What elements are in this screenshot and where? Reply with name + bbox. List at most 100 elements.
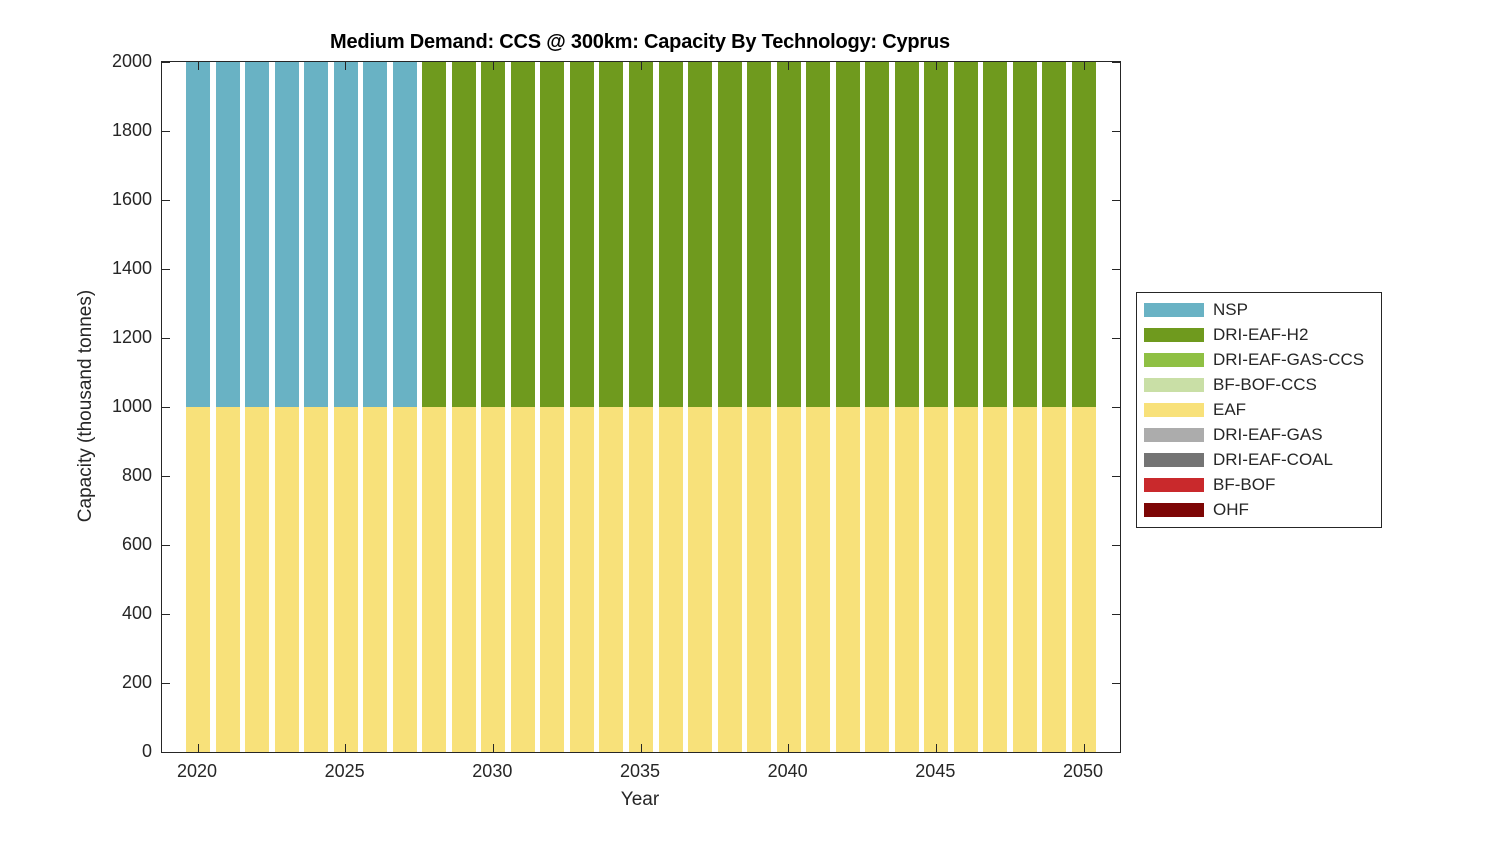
legend-item-DRI-EAF-GAS-CCS: DRI-EAF-GAS-CCS bbox=[1137, 348, 1381, 373]
bar-segment-DRI-EAF-H2-2034 bbox=[599, 62, 624, 407]
legend-swatch bbox=[1144, 378, 1204, 392]
bar-segment-DRI-EAF-H2-2047 bbox=[983, 62, 1008, 407]
x-tick-label: 2020 bbox=[176, 761, 218, 781]
x-tick-mirror bbox=[345, 62, 347, 70]
x-tick-mirror bbox=[788, 62, 790, 70]
x-tick-label: 2050 bbox=[1062, 761, 1104, 781]
bar-segment-DRI-EAF-H2-2049 bbox=[1042, 62, 1067, 407]
bar-segment-DRI-EAF-H2-2043 bbox=[865, 62, 890, 407]
bar-segment-NSP-2023 bbox=[274, 62, 299, 407]
y-tick-label: 800 bbox=[121, 465, 152, 485]
y-tick-mirror bbox=[1112, 751, 1120, 753]
bar-segment-EAF-2046 bbox=[953, 407, 978, 752]
bar-segment-EAF-2024 bbox=[304, 407, 329, 752]
plot-area bbox=[161, 61, 1121, 753]
y-tick-mirror bbox=[1112, 337, 1120, 339]
bar-segment-NSP-2022 bbox=[245, 62, 270, 407]
y-tick bbox=[162, 199, 170, 201]
y-tick-mirror bbox=[1112, 130, 1120, 132]
bar-segment-EAF-2045 bbox=[924, 407, 949, 752]
bar-segment-EAF-2023 bbox=[274, 407, 299, 752]
bar-segment-EAF-2040 bbox=[776, 407, 801, 752]
y-tick-mirror bbox=[1112, 268, 1120, 270]
bar-segment-NSP-2020 bbox=[186, 62, 210, 407]
bar-segment-EAF-2031 bbox=[510, 407, 535, 752]
bar-segment-EAF-2028 bbox=[422, 407, 447, 752]
y-tick-label: 1600 bbox=[111, 189, 152, 209]
bar-segment-DRI-EAF-H2-2032 bbox=[540, 62, 565, 407]
y-tick bbox=[162, 613, 170, 615]
y-tick-label: 200 bbox=[121, 672, 152, 692]
bar-segment-EAF-2041 bbox=[806, 407, 831, 752]
legend-label: DRI-EAF-GAS bbox=[1213, 425, 1323, 444]
y-tick-mirror bbox=[1112, 406, 1120, 408]
x-tick bbox=[197, 744, 199, 752]
x-tick-mirror bbox=[640, 62, 642, 70]
bar-segment-EAF-2049 bbox=[1042, 407, 1067, 752]
x-tick-mirror bbox=[935, 62, 937, 70]
legend-item-OHF: OHF bbox=[1137, 498, 1381, 523]
x-tick bbox=[640, 744, 642, 752]
y-tick-label: 1200 bbox=[111, 327, 152, 347]
y-tick bbox=[162, 61, 170, 63]
legend-label: OHF bbox=[1213, 500, 1249, 519]
y-tick-mirror bbox=[1112, 475, 1120, 477]
y-tick-label: 1800 bbox=[111, 120, 152, 140]
bar-segment-DRI-EAF-H2-2038 bbox=[717, 62, 742, 407]
bar-segment-NSP-2021 bbox=[215, 62, 240, 407]
bar-segment-EAF-2035 bbox=[629, 407, 653, 752]
x-tick bbox=[492, 744, 494, 752]
chart-title: Medium Demand: CCS @ 300km: Capacity By … bbox=[330, 31, 950, 53]
bar-segment-EAF-2034 bbox=[599, 407, 624, 752]
legend-label: NSP bbox=[1213, 300, 1248, 319]
x-tick-mirror bbox=[197, 62, 199, 70]
bar-segment-EAF-2020 bbox=[186, 407, 210, 752]
x-tick bbox=[345, 744, 347, 752]
bar-segment-EAF-2047 bbox=[983, 407, 1008, 752]
legend-item-NSP: NSP bbox=[1137, 298, 1381, 323]
y-tick bbox=[162, 406, 170, 408]
legend-label: DRI-EAF-H2 bbox=[1213, 325, 1309, 344]
bar-segment-EAF-2037 bbox=[688, 407, 713, 752]
x-tick-label: 2045 bbox=[915, 761, 956, 781]
legend-swatch bbox=[1144, 453, 1204, 467]
y-tick bbox=[162, 130, 170, 132]
legend-item-BF-BOF: BF-BOF bbox=[1137, 473, 1381, 498]
bar-segment-EAF-2021 bbox=[215, 407, 240, 752]
legend-box: NSP DRI-EAF-H2 DRI-EAF-GAS-CCS BF-BOF-CCS EA… bbox=[1136, 292, 1382, 528]
x-tick-label: 2025 bbox=[324, 761, 365, 781]
x-tick-mirror bbox=[492, 62, 494, 70]
bar-segment-DRI-EAF-H2-2037 bbox=[688, 62, 713, 407]
legend-item-EAF: EAF bbox=[1137, 398, 1381, 423]
legend-swatch bbox=[1144, 403, 1204, 417]
x-tick-mirror bbox=[1083, 62, 1085, 70]
bar-segment-DRI-EAF-H2-2046 bbox=[953, 62, 978, 407]
y-tick-mirror bbox=[1112, 61, 1120, 63]
bar-segment-EAF-2038 bbox=[717, 407, 742, 752]
legend-swatch bbox=[1144, 503, 1204, 517]
bar-segment-DRI-EAF-H2-2033 bbox=[569, 62, 594, 407]
x-tick bbox=[1083, 744, 1085, 752]
legend-swatch bbox=[1144, 478, 1204, 492]
legend-label: BF-BOF bbox=[1213, 475, 1276, 494]
bar-segment-EAF-2022 bbox=[245, 407, 270, 752]
y-tick bbox=[162, 337, 170, 339]
bar-segment-EAF-2036 bbox=[658, 407, 683, 752]
y-tick-label: 1000 bbox=[111, 396, 152, 416]
legend-item-DRI-EAF-H2: DRI-EAF-H2 bbox=[1137, 323, 1381, 348]
y-tick-label: 0 bbox=[141, 741, 152, 761]
bar-segment-EAF-2025 bbox=[333, 407, 358, 752]
legend-swatch bbox=[1144, 303, 1204, 317]
bar-segment-DRI-EAF-H2-2035 bbox=[629, 62, 653, 407]
legend-item-DRI-EAF-COAL: DRI-EAF-COAL bbox=[1137, 448, 1381, 473]
bar-segment-DRI-EAF-H2-2031 bbox=[510, 62, 535, 407]
legend-label: BF-BOF-CCS bbox=[1213, 375, 1317, 394]
y-tick-label: 2000 bbox=[111, 51, 152, 71]
y-tick bbox=[162, 475, 170, 477]
legend-label: EAF bbox=[1213, 400, 1247, 419]
y-tick bbox=[162, 682, 170, 684]
y-tick-label: 1400 bbox=[111, 258, 152, 278]
legend-item-DRI-EAF-GAS: DRI-EAF-GAS bbox=[1137, 423, 1381, 448]
x-tick-label: 2040 bbox=[767, 761, 808, 781]
